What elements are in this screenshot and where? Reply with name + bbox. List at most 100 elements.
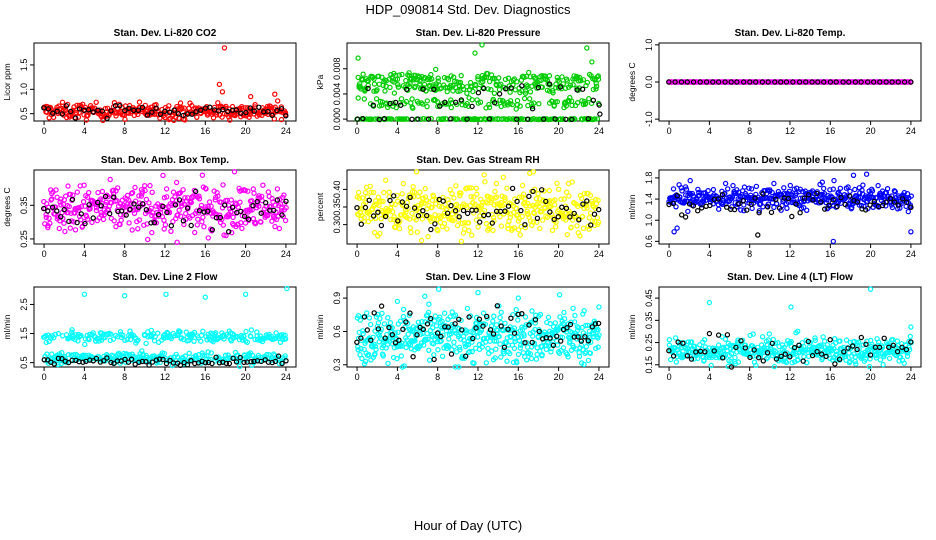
- data-point: [148, 220, 154, 226]
- data-point: [473, 207, 479, 213]
- data-point: [503, 86, 509, 92]
- data-point: [274, 197, 281, 203]
- data-point: [245, 188, 251, 194]
- data-point: [248, 333, 254, 340]
- data-point: [457, 79, 464, 86]
- data-point: [78, 332, 84, 339]
- x-tick-label: 4: [82, 372, 87, 382]
- data-point: [194, 114, 200, 121]
- data-point: [440, 115, 447, 122]
- data-point: [355, 95, 361, 101]
- data-point: [521, 95, 528, 102]
- data-point: [502, 196, 508, 203]
- data-point: [182, 210, 189, 217]
- x-tick-label: 24: [281, 249, 291, 259]
- data-point: [448, 82, 454, 89]
- data-point: [715, 79, 722, 85]
- data-point: [496, 91, 503, 97]
- data-point: [375, 326, 381, 332]
- data-point: [586, 95, 592, 102]
- data-point: [677, 339, 684, 346]
- data-point: [484, 200, 491, 206]
- data-point: [58, 202, 64, 208]
- data-point: [129, 189, 136, 196]
- data-point: [566, 193, 572, 199]
- data-point: [433, 323, 440, 329]
- data-point: [822, 206, 828, 212]
- data-point: [276, 225, 283, 232]
- data-point: [216, 81, 223, 88]
- data-point: [441, 310, 448, 316]
- data-point: [532, 74, 539, 81]
- data-point: [172, 202, 179, 208]
- data-point: [703, 79, 710, 85]
- data-point: [191, 229, 198, 236]
- data-point: [585, 115, 592, 122]
- data-point: [869, 188, 876, 194]
- data-point: [283, 198, 289, 204]
- data-point: [456, 344, 463, 350]
- data-point: [163, 186, 170, 192]
- data-point: [515, 334, 522, 340]
- data-point: [760, 358, 767, 364]
- data-point: [421, 81, 428, 88]
- x-tick-label: 24: [281, 126, 291, 136]
- data-point: [764, 350, 771, 356]
- data-point: [514, 359, 520, 366]
- data-point: [778, 353, 784, 359]
- data-point: [392, 201, 398, 208]
- data-point: [520, 191, 527, 197]
- data-point: [561, 309, 567, 316]
- data-point: [591, 211, 598, 217]
- data-point: [809, 352, 816, 359]
- data-point: [511, 225, 518, 231]
- data-point: [140, 352, 146, 358]
- data-point: [105, 193, 111, 200]
- data-point: [272, 223, 278, 230]
- data-point: [54, 108, 60, 114]
- data-point: [49, 196, 55, 202]
- data-point: [223, 360, 230, 367]
- data-point: [668, 356, 674, 363]
- x-tick-label: 20: [241, 126, 251, 136]
- data-point: [728, 364, 735, 370]
- data-point: [474, 191, 480, 197]
- data-point: [517, 103, 523, 109]
- data-point: [214, 189, 220, 196]
- data-point: [142, 187, 148, 194]
- data-point: [212, 197, 218, 203]
- y-tick-label: 1.5: [19, 59, 29, 72]
- x-tick-label: 8: [435, 249, 440, 259]
- data-point: [730, 182, 736, 189]
- data-point: [230, 355, 236, 361]
- data-point: [365, 85, 371, 92]
- data-point: [682, 214, 689, 220]
- data-point: [95, 189, 101, 196]
- data-point: [429, 204, 435, 211]
- data-point: [434, 330, 441, 336]
- data-point: [457, 203, 463, 210]
- data-point: [779, 202, 785, 209]
- data-point: [431, 86, 437, 93]
- data-point: [419, 319, 425, 325]
- data-point: [231, 168, 238, 175]
- data-point: [670, 186, 677, 192]
- data-point: [118, 217, 124, 223]
- data-point: [362, 204, 369, 211]
- data-point: [429, 76, 435, 82]
- data-point: [139, 201, 146, 207]
- data-point: [364, 327, 370, 333]
- data-point: [85, 112, 91, 119]
- data-point: [382, 335, 388, 341]
- x-tick-label: 8: [747, 126, 752, 136]
- data-point: [564, 231, 571, 238]
- data-point: [168, 222, 174, 229]
- data-point: [448, 97, 454, 103]
- y-tick-label: 0.5: [19, 356, 29, 369]
- data-point: [888, 195, 894, 202]
- data-point: [148, 205, 154, 211]
- data-point: [73, 109, 80, 116]
- data-point: [194, 222, 200, 228]
- data-point: [410, 354, 416, 360]
- data-point: [685, 208, 691, 215]
